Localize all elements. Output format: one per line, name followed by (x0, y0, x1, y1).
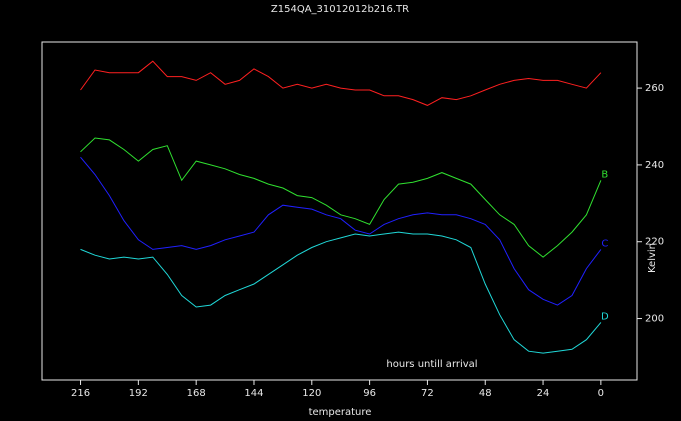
x-tick-label: 120 (302, 388, 321, 399)
y-tick-label: 240 (645, 160, 664, 171)
y-tick-label: 260 (645, 83, 664, 94)
data-line (80, 137, 602, 258)
x-tick-label: 96 (363, 388, 376, 399)
series-label: D (601, 311, 609, 322)
plot-frame (41, 41, 638, 381)
data-line (80, 231, 602, 354)
x-tick-label: 216 (71, 388, 90, 399)
y-tick-label: 220 (645, 237, 664, 248)
x-tick-label: 168 (187, 388, 206, 399)
x-axis-label: temperature (309, 407, 372, 418)
y-axis-label: Kelvin (647, 243, 658, 273)
x-tick-label: 48 (479, 388, 492, 399)
x-tick-label: 144 (244, 388, 263, 399)
x-tick-label: 0 (598, 388, 604, 399)
data-line (80, 60, 602, 106)
x-tick-label: 72 (421, 388, 434, 399)
x-tick-label: 24 (537, 388, 550, 399)
x-tick-label: 192 (129, 388, 148, 399)
series-label: B (601, 169, 608, 180)
annotation: hours untill arrival (386, 359, 477, 370)
y-tick-label: 200 (645, 314, 664, 325)
series-label: C (601, 238, 608, 249)
data-line (80, 156, 602, 306)
chart-title: Z154QA_31012012b216.TR (271, 4, 409, 15)
